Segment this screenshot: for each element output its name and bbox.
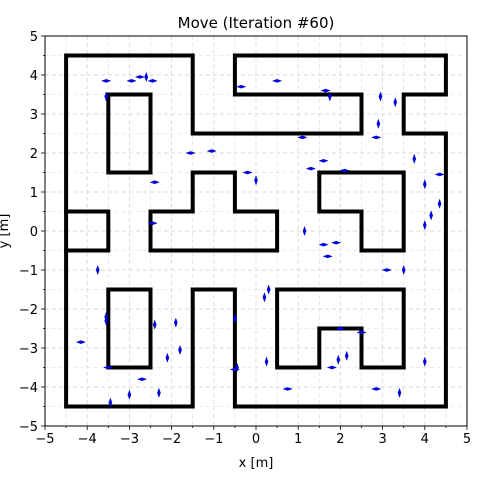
particles [75, 71, 445, 408]
particle-marker [326, 365, 338, 370]
maze-wall-7 [275, 287, 406, 370]
particle-marker [331, 240, 342, 245]
x-tick-label: 4 [421, 432, 429, 447]
particle-marker [322, 254, 333, 259]
particle-marker [305, 166, 316, 171]
particle-marker [437, 198, 442, 209]
particle-marker [185, 151, 196, 155]
particle-marker [104, 315, 109, 326]
particle-marker [174, 317, 178, 328]
chart-title: Move (Iteration #60) [178, 14, 335, 32]
particle-marker [152, 319, 157, 330]
x-tick-label: −4 [78, 432, 97, 447]
particle-marker [134, 75, 146, 79]
x-axis-label: x [m] [239, 456, 274, 471]
particle-marker [136, 377, 148, 382]
particle-marker [149, 180, 160, 185]
particle-marker [401, 264, 406, 276]
particle-marker [144, 71, 149, 83]
y-tick-label: −5 [19, 420, 38, 435]
y-tick-label: 4 [30, 69, 38, 84]
particle-marker [320, 88, 331, 93]
y-tick-label: 3 [30, 108, 38, 123]
maze-wall-1 [64, 53, 448, 409]
particle-marker [339, 168, 350, 173]
particle-marker [242, 170, 253, 175]
particle-marker [157, 387, 161, 398]
particle-marker [266, 284, 271, 295]
y-tick-label: 0 [30, 225, 38, 240]
particle-marker [147, 221, 158, 226]
x-tick-label: 5 [463, 432, 471, 447]
particle-marker [206, 149, 217, 153]
x-tick-label: −2 [162, 432, 181, 447]
x-tick-label: 1 [294, 432, 302, 447]
particle-marker [376, 118, 381, 129]
particle-marker [147, 79, 158, 83]
particle-marker [318, 158, 329, 163]
particle-marker [378, 91, 383, 102]
particle-marker [236, 84, 247, 89]
particle-marker [229, 367, 240, 372]
particle-marker [422, 179, 427, 190]
particle-marker [262, 292, 267, 303]
particle-marker [254, 175, 258, 186]
particle-marker [297, 135, 308, 140]
particle-marker [429, 210, 433, 221]
particle-marker [336, 354, 341, 365]
y-tick-label: −4 [19, 381, 38, 396]
particle-marker [104, 91, 109, 102]
particle-marker [397, 387, 402, 398]
particle-marker [165, 352, 170, 363]
particle-marker [95, 264, 100, 276]
x-tick-label: −5 [35, 432, 54, 447]
particle-marker [318, 242, 329, 247]
maze-wall-5 [317, 170, 406, 253]
particle-marker [108, 397, 113, 408]
particle-marker [434, 172, 445, 177]
x-tick-label: −1 [204, 432, 223, 447]
maze-wall-2 [64, 209, 111, 253]
x-tick-label: 2 [336, 432, 344, 447]
particle-marker [272, 79, 283, 83]
particle-marker [422, 356, 427, 367]
y-tick-label: −1 [19, 264, 38, 279]
particle-marker [381, 268, 392, 272]
particle-marker [264, 356, 269, 367]
particle-marker [371, 387, 382, 391]
x-tick-label: 3 [378, 432, 386, 447]
particle-marker [233, 313, 237, 324]
y-tick-label: 5 [30, 30, 38, 45]
maze-wall-4 [148, 170, 280, 253]
maze-wall-3 [106, 92, 153, 175]
particle-marker [356, 330, 367, 335]
x-tick-label: 0 [252, 432, 260, 447]
maze-walls [64, 53, 448, 409]
particle-marker [126, 79, 137, 83]
particle-marker [344, 350, 349, 361]
axis-ticks: −5−5 −4 −4 −3 −3 −2 −2 −1 −1 0 0 1 1 2 2 3 3 4 4 5 5 [19, 30, 471, 447]
particle-marker [393, 97, 398, 108]
x-tick-label: −3 [120, 432, 139, 447]
maze-wall-6 [106, 287, 153, 370]
particle-marker [335, 326, 346, 331]
y-tick-label: 2 [30, 147, 38, 162]
particle-marker [412, 153, 417, 164]
particle-marker [127, 389, 132, 400]
particle-marker [371, 135, 382, 140]
particle-marker [422, 220, 427, 231]
particle-marker [282, 387, 293, 391]
y-tick-label: 1 [30, 186, 38, 201]
y-tick-label: −3 [19, 342, 38, 357]
particle-marker [328, 91, 332, 102]
particle-marker [101, 79, 112, 83]
particle-marker [302, 225, 307, 237]
y-tick-label: −2 [19, 303, 38, 318]
particle-marker [178, 344, 182, 356]
y-axis-label: y [m] [0, 214, 12, 249]
particle-marker [103, 365, 114, 370]
particle-marker [75, 340, 86, 344]
